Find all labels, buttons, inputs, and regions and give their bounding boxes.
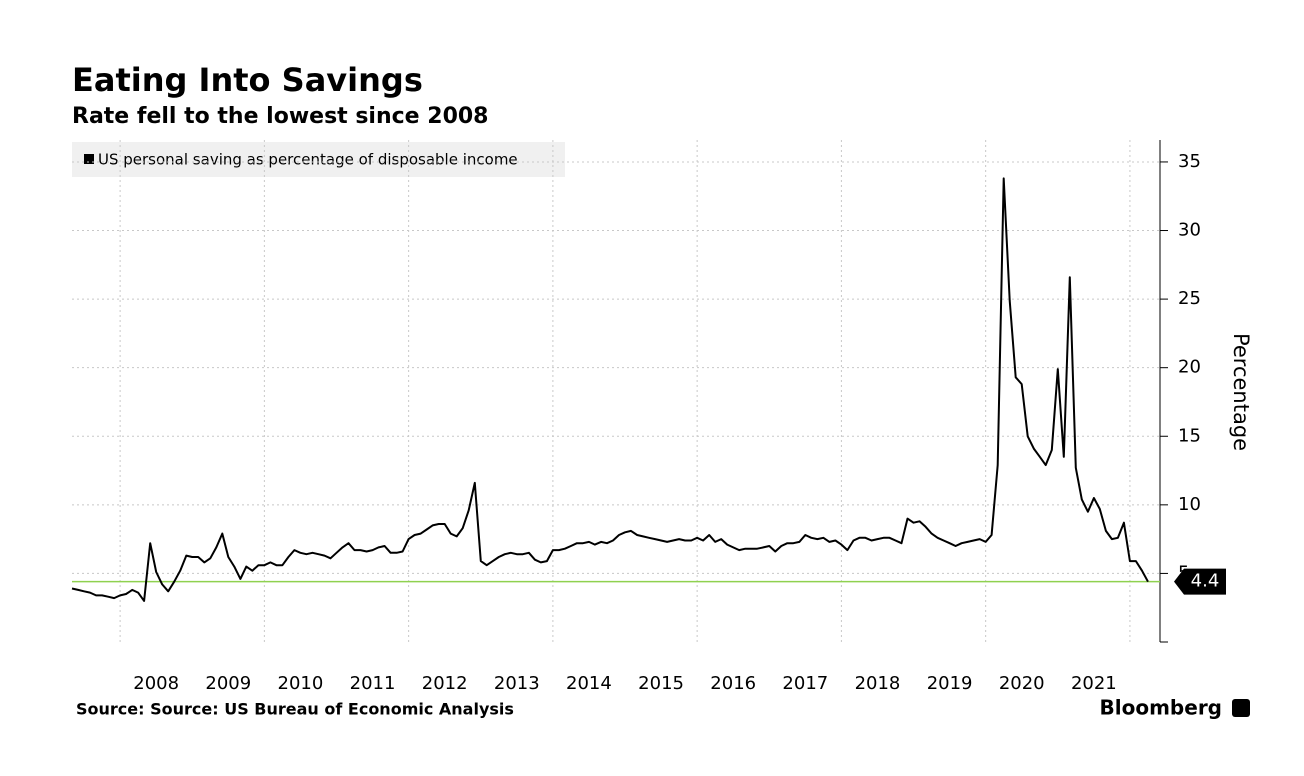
legend-swatch — [84, 154, 94, 164]
chart-subtitle: Rate fell to the lowest since 2008 — [72, 104, 489, 129]
legend-label: US personal saving as percentage of disp… — [98, 151, 518, 169]
x-tick-label: 2013 — [494, 673, 540, 694]
x-tick-label: 2008 — [133, 673, 179, 694]
x-tick-label: 2009 — [205, 673, 251, 694]
y-tick-label: 25 — [1178, 288, 1201, 309]
x-tick-label: 2018 — [855, 673, 901, 694]
x-tick-label: 2020 — [999, 673, 1045, 694]
x-tick-label: 2019 — [927, 673, 973, 694]
y-tick-label: 35 — [1178, 151, 1201, 172]
y-tick-label: 15 — [1178, 425, 1201, 446]
last-value-box — [1174, 568, 1226, 595]
y-tick-label: 20 — [1178, 357, 1201, 378]
y-tick-label: 30 — [1178, 220, 1201, 241]
x-tick-label: 2012 — [422, 673, 468, 694]
x-tick-label: 2015 — [638, 673, 684, 694]
brand: Bloomberg — [1100, 696, 1222, 720]
x-tick-label: 2021 — [1071, 673, 1117, 694]
x-tick-label: 2016 — [710, 673, 756, 694]
x-tick-label: 2010 — [278, 673, 324, 694]
source: Source: Source: US Bureau of Economic An… — [76, 700, 514, 719]
brand-icon — [1232, 699, 1250, 717]
last-value-label: 4.4 — [1191, 571, 1220, 592]
y-tick-label: 10 — [1178, 494, 1201, 515]
x-tick-label: 2014 — [566, 673, 612, 694]
x-tick-label: 2017 — [782, 673, 828, 694]
chart-title: Eating Into Savings — [72, 61, 423, 99]
line — [71, 177, 1149, 602]
legend-box — [72, 142, 565, 177]
y-axis-label: Percentage — [1229, 333, 1253, 451]
x-tick-label: 2011 — [350, 673, 396, 694]
